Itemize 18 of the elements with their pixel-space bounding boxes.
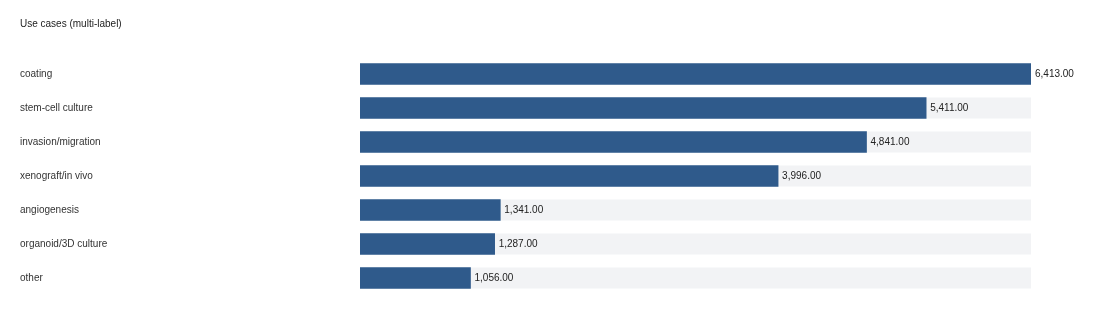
bar xyxy=(360,267,471,289)
data-label: 4,841.00 xyxy=(870,135,910,147)
y-tick-label: stem-cell culture xyxy=(20,101,94,113)
y-tick-label: coating xyxy=(20,67,53,79)
data-label: 6,413.00 xyxy=(1035,67,1075,79)
data-label: 1,341.00 xyxy=(504,203,544,215)
text: Use cases (multi-label) xyxy=(20,17,122,29)
bar xyxy=(360,233,495,255)
y-tick-label: invasion/migration xyxy=(20,135,101,147)
data-label: 1,056.00 xyxy=(474,271,514,283)
data-label: 5,411.00 xyxy=(930,101,969,113)
bar xyxy=(360,199,501,221)
y-tick-label: other xyxy=(20,271,44,283)
y-tick-label: organoid/3D culture xyxy=(20,237,108,249)
data-label: 3,996.00 xyxy=(782,169,822,181)
y-tick-label: angiogenesis xyxy=(20,203,79,215)
data-label: 1,287.00 xyxy=(498,237,539,249)
y-tick-label: xenograft/in vivo xyxy=(20,169,94,181)
